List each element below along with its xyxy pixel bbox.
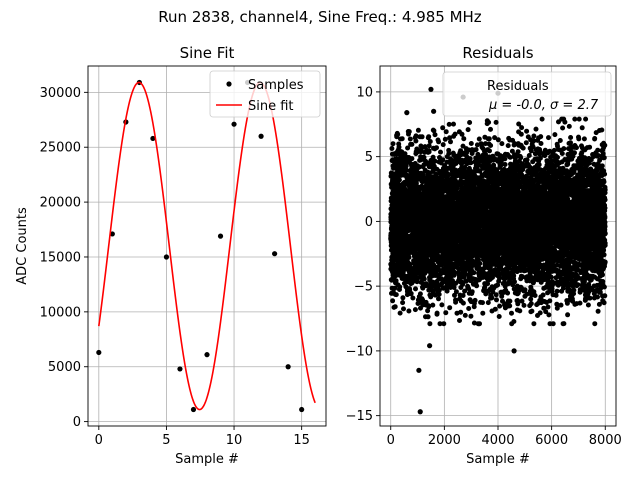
plot-frame [87,65,327,427]
residual-outlier-point [404,110,410,116]
y-tick-label: 5 [365,150,373,165]
sample-point [299,406,305,413]
y-tick-label: 10000 [40,305,81,320]
sample-point [96,349,102,356]
x-axis-label: Sample # [466,452,530,467]
sample-point [231,121,237,127]
legend: Samples Sine fit [209,70,321,118]
y-tick-label: 30000 [40,86,81,101]
x-tick-label: 8000 [589,433,622,448]
panel-title: Residuals [462,44,533,62]
sine-fit-line [98,81,316,411]
panel-title: Sine Fit [180,44,235,62]
sample-point [272,251,278,257]
figure-suptitle: Run 2838, channel4, Sine Freq.: 4.985 MH… [158,8,482,26]
y-axis-label: ADC Counts [15,207,30,285]
sample-point [163,254,170,260]
sample-point [258,133,264,139]
y-tick-label: −5 [354,280,373,295]
y-tick-label: 20000 [40,196,81,211]
sample-point [285,364,291,370]
sample-point [204,352,210,358]
x-axis-label: Sample # [175,452,239,467]
residual-outlier-point [428,86,434,92]
sample-point [190,406,197,413]
x-tick-label: 10 [226,433,243,448]
residuals-panel: 0 2000 4000 6000 8000 −15 −10 −5 0 5 10 Residuals Sa… [346,44,622,467]
y-tick-label: 10 [356,85,373,100]
x-tick-label: 4000 [481,433,514,448]
sample-point [177,366,183,372]
residual-outlier-point [417,409,423,415]
data-layer [96,79,316,413]
data-layer [388,86,608,415]
residual-outlier-point [511,348,517,354]
legend: Residuals μ = -0.0, σ = 2.7 [442,71,612,117]
legend-box [442,71,612,117]
x-tick-label: 15 [293,433,310,448]
sample-point [150,135,156,142]
y-tick-label: −10 [346,344,373,359]
x-tick-label: 6000 [535,433,568,448]
y-tick-label: 0 [365,215,373,230]
y-tick-label: 25000 [40,141,81,156]
y-tick-label: −15 [346,409,373,424]
residual-outlier-point [431,108,437,114]
legend-title: Residuals [487,79,549,94]
residual-outlier-point [427,343,433,349]
legend-stats: μ = -0.0, σ = 2.7 [488,98,599,113]
y-tick-label: 5000 [48,360,81,375]
residual-points [388,116,608,327]
sine-fit-panel: 0 5 10 15 0 5000 10000 15000 20000 25000 30000 Sine… [15,44,327,467]
legend-marker-samples [226,81,232,87]
x-tick-label: 0 [95,433,103,448]
y-tick-label: 0 [73,415,81,430]
x-tick-label: 5 [162,433,170,448]
x-tick-label: 0 [387,433,395,448]
sample-point [217,233,224,239]
y-tick-label: 15000 [40,250,81,265]
legend-label-sine-fit: Sine fit [248,99,294,114]
legend-label-samples: Samples [248,78,304,93]
x-tick-label: 2000 [428,433,461,448]
residual-outlier-point [416,367,422,373]
